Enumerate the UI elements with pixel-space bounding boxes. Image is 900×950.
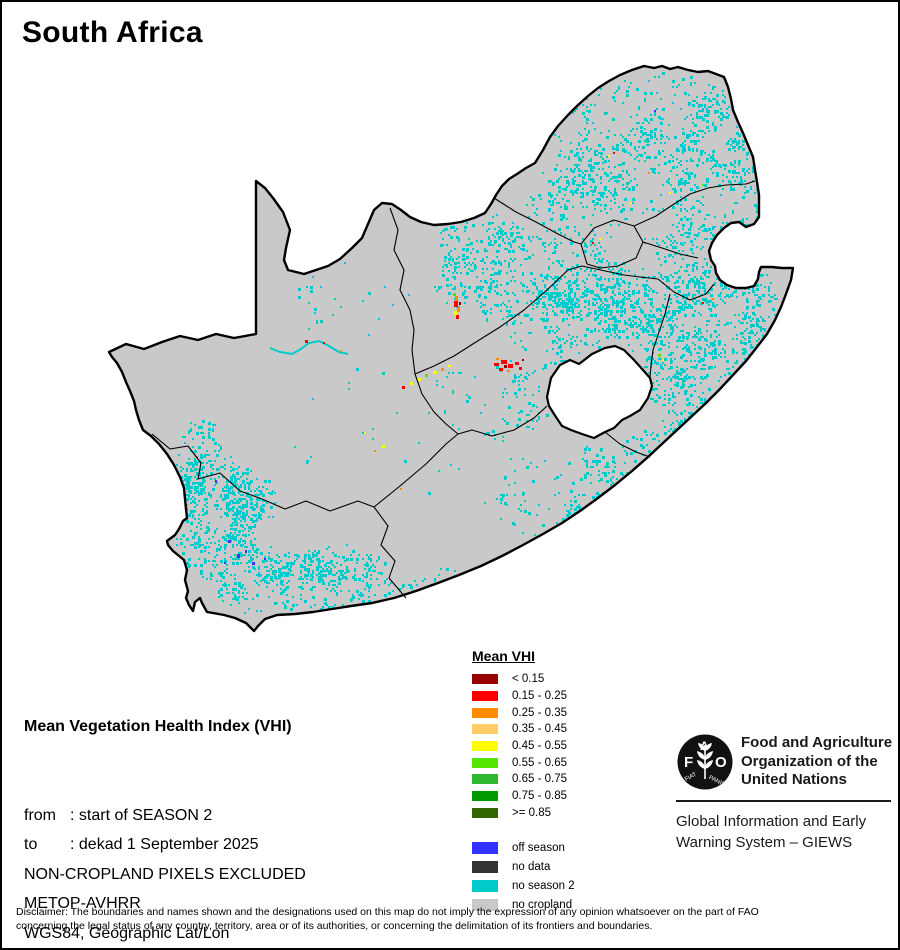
legend-label: 0.35 - 0.45 bbox=[512, 723, 567, 736]
legend-row: no cropland bbox=[472, 895, 682, 914]
legend-extras: off season no data no season 2 no cropland bbox=[472, 838, 682, 914]
legend-row: no season 2 bbox=[472, 876, 682, 895]
fao-letter-o: O bbox=[715, 754, 727, 771]
info-row-label: from bbox=[24, 806, 56, 824]
info-rows: from : start of SEASON 2 to : dekad 1 Septe… bbox=[24, 801, 306, 949]
legend-swatch bbox=[472, 674, 498, 685]
legend-label: 0.55 - 0.65 bbox=[512, 756, 567, 769]
country-landmass bbox=[109, 66, 793, 631]
legend-label: no cropland bbox=[512, 898, 573, 911]
legend-label: 0.75 - 0.85 bbox=[512, 790, 567, 803]
legend-row: < 0.15 bbox=[472, 671, 682, 688]
legend-row: >= 0.85 bbox=[472, 805, 682, 822]
info-title: Mean Vegetation Health Index (VHI) bbox=[24, 718, 292, 735]
legend-swatch bbox=[472, 841, 498, 854]
giews-line2: Warning System – GIEWS bbox=[676, 833, 853, 851]
legend-swatch bbox=[472, 691, 498, 702]
country-outline bbox=[107, 64, 795, 633]
lesotho-hole bbox=[545, 344, 654, 440]
legend-title: Mean VHI bbox=[472, 648, 536, 664]
orange-river-cropland-line bbox=[269, 339, 349, 356]
info-row-label: to bbox=[24, 836, 38, 853]
fao-letter-f: F bbox=[684, 754, 693, 771]
legend-label: 0.65 - 0.75 bbox=[512, 773, 567, 786]
fao-name-line1: Food and Agriculture bbox=[741, 734, 893, 751]
legend-row: off season bbox=[472, 838, 682, 857]
legend-label: no data bbox=[512, 860, 551, 873]
page-title: South Africa bbox=[22, 16, 203, 49]
legend-swatch bbox=[472, 707, 498, 718]
wheat-ear-icon bbox=[697, 743, 713, 779]
fao-name: Food and Agriculture Organization of the… bbox=[741, 734, 892, 790]
info-row-value: WGS84, Geographic Lat/Lon bbox=[24, 924, 230, 942]
fao-name-line3: United Nations bbox=[741, 771, 847, 788]
legend-row: 0.15 - 0.25 bbox=[472, 688, 682, 705]
legend-row: 0.75 - 0.85 bbox=[472, 788, 682, 805]
info-row-value: : dekad 1 September 2025 bbox=[70, 836, 259, 853]
fao-letter-a: A bbox=[700, 739, 709, 753]
fao-logo: F O A FIAT PANIS bbox=[677, 734, 733, 790]
legend-label: 0.15 - 0.25 bbox=[512, 690, 567, 703]
legend-label: no season 2 bbox=[512, 879, 575, 892]
legend-row: 0.25 - 0.35 bbox=[472, 704, 682, 721]
legend-swatch bbox=[472, 724, 498, 735]
disclaimer: Disclaimer: The boundaries and names sho… bbox=[16, 906, 890, 933]
province-boundaries bbox=[151, 180, 756, 599]
legend-row: 0.65 - 0.75 bbox=[472, 771, 682, 788]
legend-swatch bbox=[472, 791, 498, 802]
info-row: WGS84, Geographic Lat/Lon bbox=[24, 919, 306, 949]
info-row: NON-CROPLAND PIXELS EXCLUDED bbox=[24, 860, 306, 890]
legend-label: off season bbox=[512, 841, 565, 854]
info-row: METOP-AVHRR bbox=[24, 889, 306, 919]
legend-swatch bbox=[472, 879, 498, 892]
legend-label: >= 0.85 bbox=[512, 806, 552, 819]
legend-label: 0.45 - 0.55 bbox=[512, 740, 567, 753]
disclaimer-line2: concerning the legal status of any count… bbox=[16, 919, 653, 932]
info-row: to : dekad 1 September 2025 bbox=[24, 830, 306, 860]
legend-row: 0.35 - 0.45 bbox=[472, 721, 682, 738]
legend-label: 0.25 - 0.35 bbox=[512, 706, 567, 719]
giews-line1: Global Information and Early bbox=[676, 813, 867, 830]
legend-swatch bbox=[472, 774, 498, 785]
legend-swatch bbox=[472, 807, 498, 818]
legend-row: 0.45 - 0.55 bbox=[472, 738, 682, 755]
fao-fiat-text: FIAT bbox=[684, 772, 698, 783]
legend-row: no data bbox=[472, 857, 682, 876]
map-info-block: Mean Vegetation Health Index (VHI) from:… bbox=[24, 653, 306, 949]
fao-separator bbox=[676, 800, 891, 802]
vhi-legend: Mean VHI < 0.15 0.15 - 0.25 0.25 - 0.35 0.3… bbox=[472, 648, 682, 914]
fao-name-line2: Organization of the bbox=[741, 752, 878, 770]
legend-swatch bbox=[472, 741, 498, 752]
info-row-value: : start of SEASON 2 bbox=[70, 806, 213, 824]
legend-row: 0.55 - 0.65 bbox=[472, 754, 682, 771]
giews-caption: Global Information and Early Warning Sys… bbox=[676, 812, 866, 853]
disclaimer-line1: Disclaimer: The boundaries and names sho… bbox=[16, 906, 759, 918]
info-row-value: METOP-AVHRR bbox=[24, 895, 141, 912]
legend-swatch bbox=[472, 757, 498, 768]
legend-swatch bbox=[472, 898, 498, 911]
info-row-value: NON-CROPLAND PIXELS EXCLUDED bbox=[24, 865, 306, 883]
legend-swatch bbox=[472, 860, 498, 873]
legend-label: < 0.15 bbox=[512, 673, 545, 686]
south-africa-map bbox=[107, 64, 795, 633]
info-row: from : start of SEASON 2 bbox=[24, 801, 306, 831]
legend-classes: < 0.15 0.15 - 0.25 0.25 - 0.35 0.35 - 0.45 0… bbox=[472, 671, 682, 821]
